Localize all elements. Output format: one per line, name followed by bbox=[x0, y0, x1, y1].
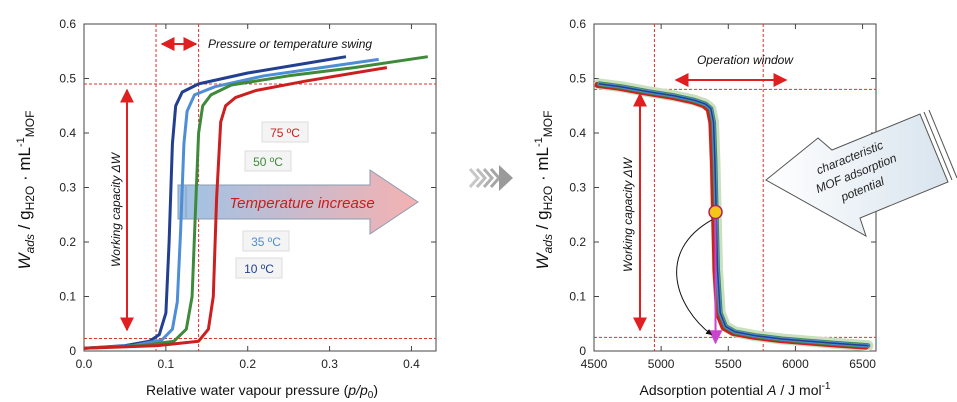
x-tick-label: 0.0 bbox=[76, 357, 93, 371]
right-y-axis-label: Wads / gH2O · mL-1MOF bbox=[533, 111, 555, 270]
x-tick-label: 5000 bbox=[648, 357, 675, 371]
y-tick-label: 0.2 bbox=[569, 235, 586, 249]
y-tick-label: 0.4 bbox=[569, 126, 586, 140]
temperature-increase-label: Temperature increase bbox=[229, 195, 374, 212]
left-x-ticks: 0.0 0.1 0.2 0.3 0.4 bbox=[76, 24, 420, 371]
label-35c: 35 ºC bbox=[251, 235, 281, 249]
label-10c: 10 ºC bbox=[244, 262, 274, 276]
isotherm-c50 bbox=[84, 55, 429, 350]
x-tick-label: 4500 bbox=[581, 357, 608, 371]
x-tick-label: 5500 bbox=[715, 357, 742, 371]
y-tick-label: 0.3 bbox=[569, 181, 586, 195]
y-tick-label: 0.5 bbox=[59, 72, 76, 86]
x-tick-label: 6000 bbox=[782, 357, 809, 371]
right-chart: 0 0.1 0.2 0.3 0.4 0.5 0.6 4500 5000 5500 6000 6500… bbox=[533, 17, 957, 398]
y-tick-label: 0.1 bbox=[59, 290, 76, 304]
y-tick-label: 0.2 bbox=[59, 235, 76, 249]
y-tick-label: 0.6 bbox=[569, 17, 586, 31]
right-working-capacity-label: Working capacity ΔW bbox=[621, 156, 635, 272]
right-y-ticks: 0 0.1 0.2 0.3 0.4 0.5 0.6 bbox=[569, 17, 876, 358]
label-50c: 50 ºC bbox=[253, 155, 283, 169]
left-isotherms bbox=[84, 55, 429, 350]
y-tick-label: 0.3 bbox=[59, 181, 76, 195]
left-working-capacity-label: Working capacity ΔW bbox=[109, 151, 123, 267]
right-x-ticks: 4500 5000 5500 6000 6500 bbox=[581, 24, 876, 371]
legend-35c: 35 ºC bbox=[242, 230, 290, 252]
y-tick-label: 0.1 bbox=[569, 290, 586, 304]
right-x-axis-label: Adsorption potential A / J mol-1 bbox=[639, 381, 830, 398]
legend-50c: 50 ºC bbox=[244, 150, 292, 172]
right-marker-group bbox=[676, 204, 723, 345]
temperature-increase-arrow: Temperature increase bbox=[177, 169, 419, 235]
characteristic-point-marker bbox=[708, 204, 723, 220]
label-75c: 75 ºC bbox=[270, 126, 300, 140]
y-tick-label: 0.6 bbox=[59, 17, 76, 31]
isotherm-c75 bbox=[84, 66, 388, 350]
operation-window-label: Operation window bbox=[697, 53, 794, 67]
left-y-ticks: 0 0.1 0.2 0.3 0.4 0.5 0.6 bbox=[59, 17, 436, 358]
legend-10c: 10 ºC bbox=[235, 257, 283, 279]
x-tick-label: 0.4 bbox=[403, 357, 420, 371]
x-tick-label: 6500 bbox=[849, 357, 876, 371]
y-tick-label: 0 bbox=[579, 344, 586, 358]
left-y-axis-label: Wads / gH2O · mL-1MOF bbox=[15, 111, 37, 270]
curved-pointer-arrow bbox=[676, 219, 713, 336]
x-tick-label: 0.1 bbox=[158, 357, 175, 371]
x-tick-label: 0.3 bbox=[321, 357, 338, 371]
y-tick-label: 0 bbox=[69, 344, 76, 358]
mof-potential-arrow: characteristic MOF adsorption potential bbox=[765, 109, 957, 238]
isotherm-c35 bbox=[84, 57, 379, 350]
left-chart: 0 0.1 0.2 0.3 0.4 0.5 0.6 0.0 0.1 0.2 0.3 0.4 Temp… bbox=[15, 17, 437, 401]
left-x-axis-label: Relative water vapour pressure (p/p0) bbox=[146, 382, 378, 401]
x-tick-label: 0.2 bbox=[239, 357, 256, 371]
legend-75c: 75 ºC bbox=[261, 121, 309, 143]
swing-label: Pressure or temperature swing bbox=[208, 37, 372, 51]
left-reference-lines bbox=[84, 24, 436, 351]
transition-chevrons-icon bbox=[468, 165, 513, 191]
y-tick-label: 0.5 bbox=[569, 72, 586, 86]
y-tick-label: 0.4 bbox=[59, 126, 76, 140]
